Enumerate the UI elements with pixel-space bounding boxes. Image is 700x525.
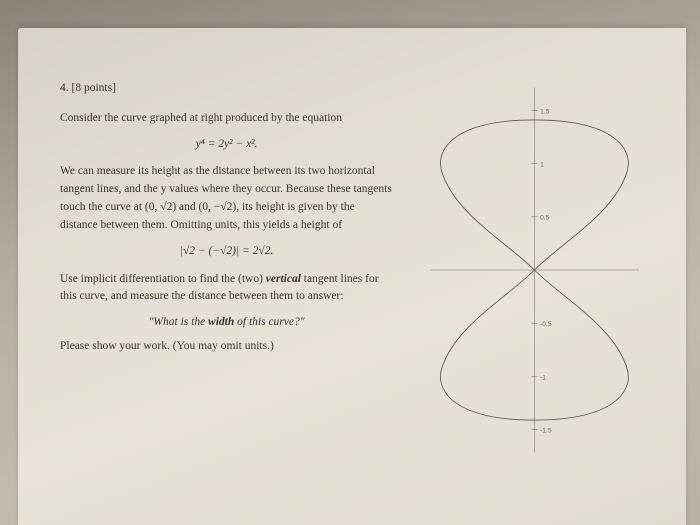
- task-emphasis: vertical: [266, 273, 301, 285]
- content-wrapper: 4. [8 points] Consider the curve graphed…: [60, 80, 658, 460]
- task-text: Use implicit differentiation to find the…: [60, 271, 393, 307]
- intro-text: Consider the curve graphed at right prod…: [60, 110, 393, 128]
- question-number: 4.: [60, 82, 69, 94]
- question-number-line: 4. [8 points]: [60, 80, 393, 98]
- body-text: We can measure its height as the distanc…: [60, 163, 393, 234]
- lemniscate-graph: 1.5 1 0.5 -0.5 -1 -1.5: [411, 80, 658, 460]
- ytick-label: 0.5: [540, 215, 550, 222]
- closing-text: Please show your work. (You may omit uni…: [60, 338, 393, 356]
- main-equation: y⁴ = 2y² − x².: [60, 136, 393, 154]
- ytick-label: -1: [540, 374, 546, 381]
- problem-text-column: 4. [8 points] Consider the curve graphed…: [60, 80, 393, 460]
- ytick-label: 1.5: [540, 108, 550, 115]
- question-quote: "What is the width of this curve?": [60, 314, 393, 332]
- question-points: [8 points]: [72, 82, 116, 94]
- question-emphasis: width: [208, 316, 234, 328]
- height-equation: |√2 − (−√2)| = 2√2.: [60, 243, 393, 261]
- graph-column: 1.5 1 0.5 -0.5 -1 -1.5: [411, 80, 658, 460]
- worksheet-paper: 4. [8 points] Consider the curve graphed…: [18, 28, 686, 525]
- ytick-label: 1: [540, 161, 544, 168]
- ytick-label: -1.5: [540, 427, 552, 434]
- question-part1: "What is the: [149, 316, 208, 328]
- task-part1: Use implicit differentiation to find the…: [60, 273, 266, 285]
- question-part2: of this curve?": [234, 316, 304, 328]
- ytick-label: -0.5: [540, 321, 552, 328]
